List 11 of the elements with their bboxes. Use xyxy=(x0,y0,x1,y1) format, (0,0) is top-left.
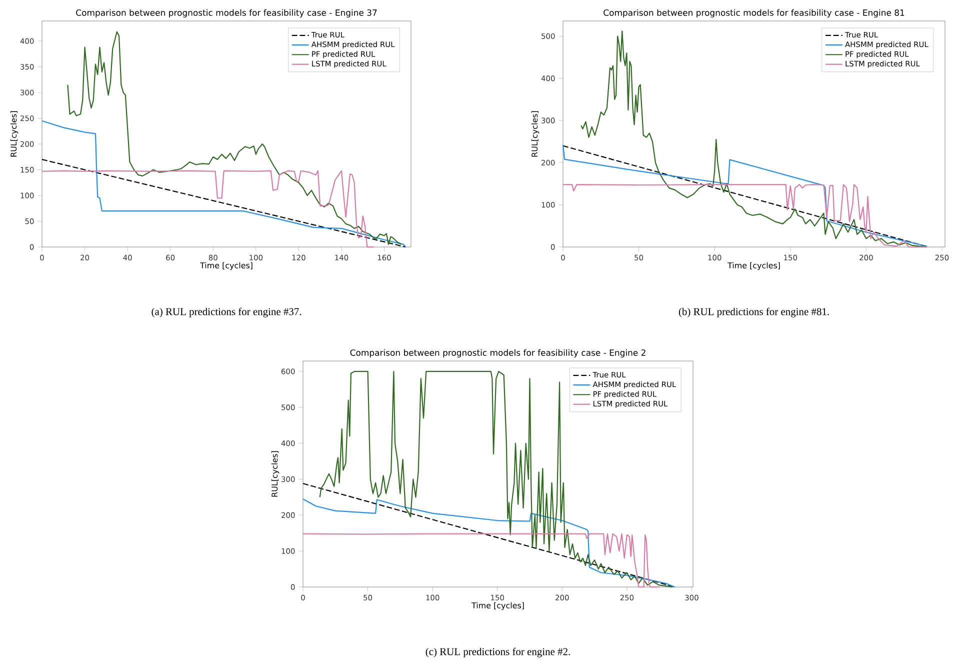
chart-title: Comparison between prognostic models for feasibility case - Engine 2 xyxy=(350,349,646,358)
chart-title: Comparison between prognostic models for feasibility case - Engine 37 xyxy=(76,9,377,18)
text: (b) RUL predictions for engine #81. xyxy=(678,308,829,318)
chart-title: Comparison between prognostic models for feasibility case - Engine 81 xyxy=(604,9,904,18)
text: (a) RUL predictions for engine #37. xyxy=(152,308,302,318)
line-series xyxy=(41,120,406,248)
text: (c) RUL predictions for engine #2. xyxy=(426,648,570,658)
line-series xyxy=(41,170,374,248)
line-series xyxy=(562,184,928,248)
line-series xyxy=(67,31,402,245)
line-series xyxy=(580,30,928,248)
